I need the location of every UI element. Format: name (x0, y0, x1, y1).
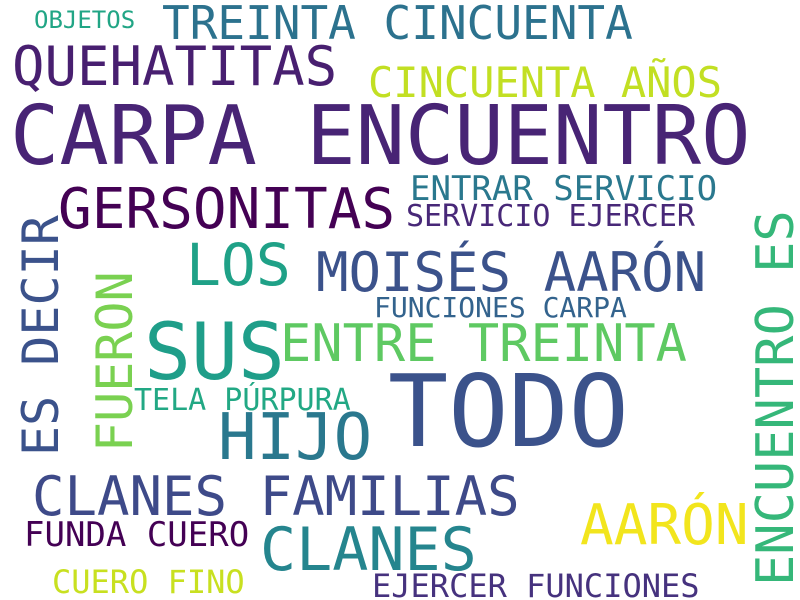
word-quehatitas: QUEHATITAS (12, 35, 338, 98)
word-treinta-cincuenta: TREINTA CINCUENTA (162, 0, 633, 50)
word-servicio-ejercer: SERVICIO EJERCER (406, 199, 695, 234)
word-funda-cuero: FUNDA CUERO (24, 515, 250, 555)
word-es-decir: ES DECIR (12, 215, 70, 456)
word-hijo: HIJO (218, 401, 373, 475)
word-tela-purpura: TELA PÚRPURA (134, 383, 351, 418)
word-carpa-encuentro: CARPA ENCUENTRO (10, 89, 751, 184)
word-los: LOS (186, 231, 291, 299)
word-entre-treinta: ENTRE TREINTA (280, 314, 687, 374)
word-moises-aaron: MOISÉS AARÓN (316, 241, 707, 304)
word-ejercer-funciones: EJERCER FUNCIONES (372, 567, 700, 600)
word-aaron: AARÓN (580, 493, 749, 558)
word-entrar-servicio: ENTRAR SERVICIO (410, 169, 718, 209)
word-sus: SUS (144, 308, 285, 398)
word-encuentro-es: ENCUENTRO ES (746, 210, 800, 586)
word-cuero-fino: CUERO FINO (52, 563, 245, 600)
word-gersonitas: GERSONITAS (58, 177, 396, 242)
word-clanes-familias: CLANES FAMILIAS (32, 465, 520, 528)
word-clanes: CLANES (260, 515, 477, 585)
word-objetos: OBJETOS (34, 6, 136, 34)
word-todo: TODO (388, 353, 629, 470)
word-funciones-carpa: FUNCIONES CARPA (374, 291, 627, 324)
word-cincuenta-anos: CINCUENTA AÑOS (368, 58, 723, 107)
word-fueron: FUERON (86, 271, 144, 452)
